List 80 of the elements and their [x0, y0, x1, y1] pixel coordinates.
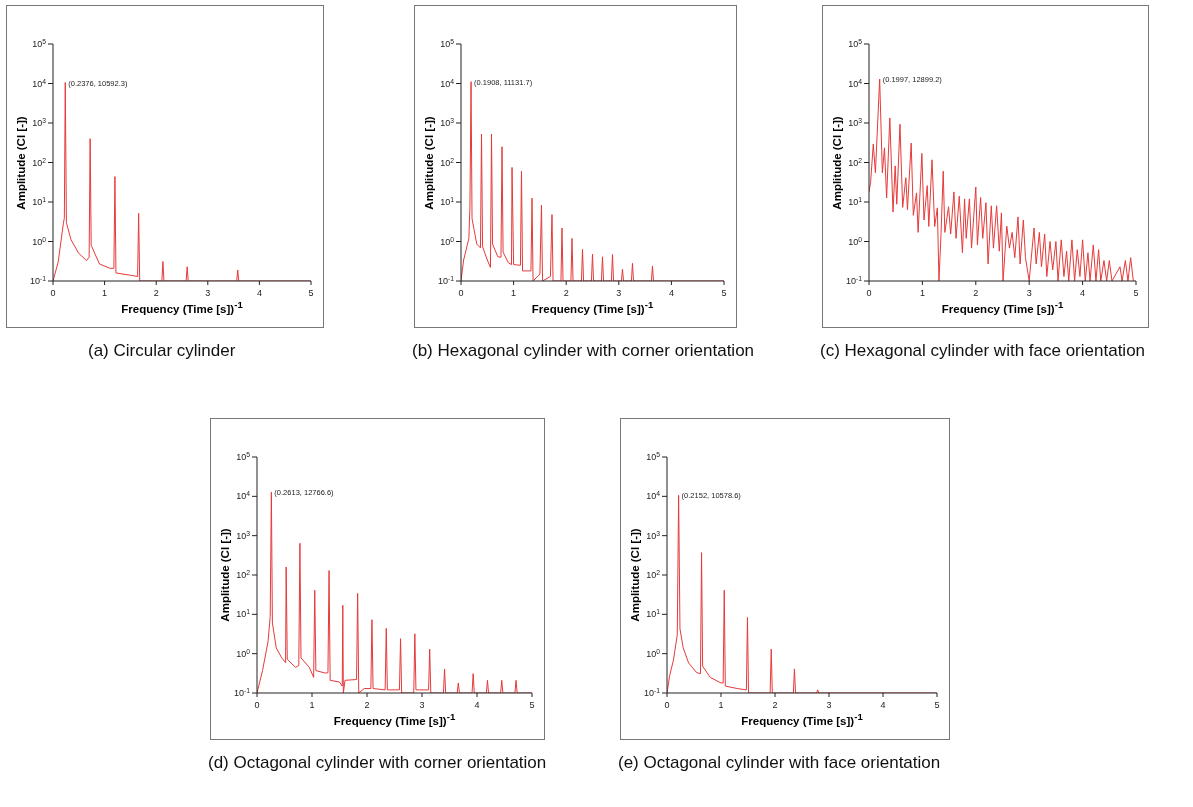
- x-tick-label: 5: [529, 700, 535, 710]
- x-tick-label: 5: [1133, 288, 1139, 298]
- x-tick-label: 4: [1080, 288, 1086, 298]
- x-tick-label: 0: [254, 700, 260, 710]
- y-tick-label: 10$^{-1}$: [29, 274, 47, 286]
- x-tick-label: 4: [880, 700, 886, 710]
- x-axis-title: Frequency (Time [s])$^{-1}$: [740, 711, 864, 727]
- x-tick-label: 3: [826, 700, 832, 710]
- text: (a) Circular cylinder: [88, 340, 237, 362]
- y-tick-label: 10$^{2}$: [440, 156, 455, 168]
- y-tick-label: 10$^{2}$: [236, 568, 251, 580]
- y-tick-label: 10$^{1}$: [32, 195, 47, 207]
- x-tick-label: 1: [919, 288, 925, 298]
- y-tick-label: 10$^{5}$: [646, 450, 661, 462]
- x-axis-title: Frequency (Time [s])$^{-1}$: [530, 299, 655, 315]
- x-tick-label: 0: [664, 700, 670, 710]
- x-tick-label: 2: [772, 700, 778, 710]
- x-tick-label: 1: [718, 700, 724, 710]
- x-tick-label: 3: [616, 288, 622, 298]
- y-tick-label: 10$^{4}$: [236, 489, 251, 502]
- text: (b) Hexagonal cylinder with corner orientation: [412, 340, 756, 362]
- x-tick-label: 4: [256, 288, 262, 298]
- y-axis-title: Amplitude (Cl [-]): [15, 115, 27, 210]
- y-tick-label: 10$^{4}$: [440, 77, 455, 89]
- x-tick-label: 0: [866, 288, 872, 298]
- x-tick-label: 1: [102, 288, 108, 298]
- x-tick-label: 1: [511, 288, 517, 298]
- text: (e) Octagonal cylinder with face orientation: [618, 752, 942, 774]
- y-axis-title: Amplitude (Cl [-]): [831, 115, 843, 210]
- y-tick-label: 10$^{2}$: [32, 156, 47, 168]
- y-tick-label: 10$^{3}$: [646, 529, 661, 541]
- x-tick-label: 5: [934, 700, 940, 710]
- x-tick-label: 2: [153, 288, 159, 298]
- y-tick-label: 10$^{5}$: [848, 37, 863, 49]
- x-tick-label: 2: [973, 288, 979, 298]
- y-tick-label: 10$^{-1}$: [643, 686, 661, 698]
- y-tick-label: 10$^{3}$: [236, 529, 251, 541]
- y-tick-label: 10$^{0}$: [646, 647, 661, 659]
- y-tick-label: 10$^{4}$: [646, 489, 661, 502]
- x-axis-title: Frequency (Time [s])$^{-1}$: [332, 711, 457, 727]
- x-tick-label: 4: [474, 700, 480, 710]
- y-tick-label: 10$^{0}$: [848, 235, 863, 247]
- y-tick-label: 10$^{4}$: [32, 77, 47, 89]
- x-tick-label: 4: [668, 288, 674, 298]
- x-tick-label: 5: [308, 288, 314, 298]
- x-tick-label: 2: [364, 700, 370, 710]
- x-tick-label: 3: [205, 288, 211, 298]
- y-tick-label: 10$^{1}$: [236, 607, 251, 620]
- y-tick-label: 10$^{1}$: [440, 195, 455, 207]
- x-tick-label: 3: [1026, 288, 1032, 298]
- y-tick-label: 10$^{5}$: [32, 37, 47, 49]
- y-tick-label: 10$^{0}$: [440, 235, 455, 247]
- y-tick-label: 10$^{4}$: [848, 77, 863, 89]
- y-tick-label: 10$^{-1}$: [845, 274, 863, 286]
- y-tick-label: 10$^{0}$: [32, 235, 47, 247]
- x-axis-title: Frequency (Time [s])$^{-1}$: [940, 299, 1065, 315]
- y-tick-label: 10$^{0}$: [236, 647, 251, 659]
- text: (c) Hexagonal cylinder with face orientation: [820, 340, 1147, 362]
- y-tick-label: 10$^{-1}$: [233, 686, 251, 698]
- y-tick-label: 10$^{3}$: [848, 116, 863, 128]
- y-axis-title: Amplitude (Cl [-]): [629, 528, 641, 622]
- y-tick-label: 10$^{3}$: [440, 116, 455, 128]
- y-axis-title: Amplitude (Cl [-]): [219, 528, 231, 622]
- text: (d) Octagonal cylinder with corner orientation: [208, 752, 548, 774]
- y-tick-label: 10$^{1}$: [848, 195, 863, 207]
- y-tick-label: 10$^{2}$: [646, 568, 661, 580]
- y-tick-label: 10$^{-1}$: [437, 274, 455, 286]
- y-tick-label: 10$^{5}$: [440, 37, 455, 49]
- x-tick-label: 1: [309, 700, 315, 710]
- x-tick-label: 2: [563, 288, 569, 298]
- x-tick-label: 0: [458, 288, 464, 298]
- y-axis-title: Amplitude (Cl [-]): [423, 115, 435, 210]
- x-axis-title: Frequency (Time [s])$^{-1}$: [120, 299, 244, 315]
- y-tick-label: 10$^{3}$: [32, 116, 47, 128]
- x-tick-label: 0: [50, 288, 56, 298]
- x-tick-label: 5: [721, 288, 727, 298]
- y-tick-label: 10$^{5}$: [236, 450, 251, 462]
- x-tick-label: 3: [419, 700, 425, 710]
- y-tick-label: 10$^{1}$: [646, 607, 661, 620]
- y-tick-label: 10$^{2}$: [848, 156, 863, 168]
